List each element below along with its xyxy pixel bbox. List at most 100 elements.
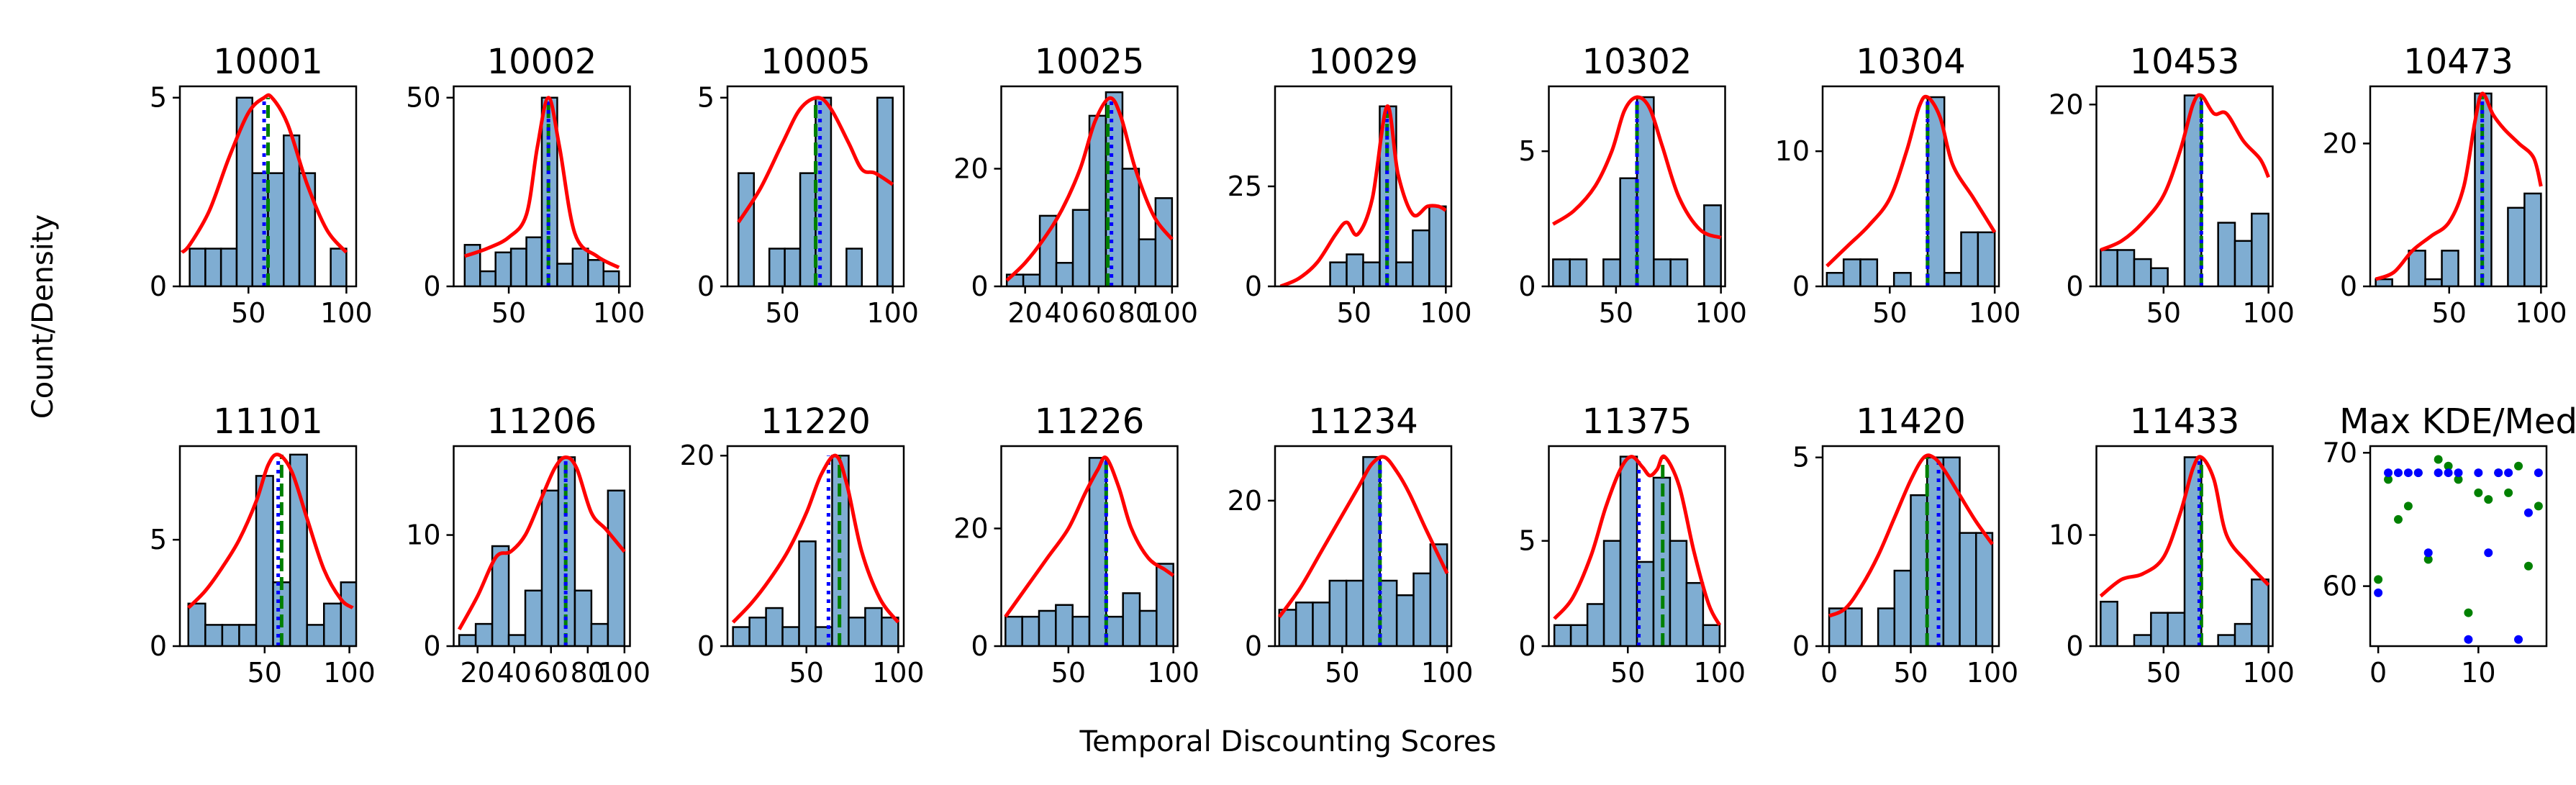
kde-curve <box>737 96 894 224</box>
kde-curve <box>1826 94 1997 268</box>
subplot-title: 10029 <box>1308 42 1418 82</box>
kde-curve <box>1553 454 1722 626</box>
histogram-bar <box>1346 253 1364 286</box>
y-tick-label: 0 <box>1245 271 1262 302</box>
histogram-bar <box>1395 594 1415 646</box>
plot-area <box>1279 104 1447 286</box>
histogram-bar <box>189 248 207 286</box>
scatter-point <box>2444 468 2453 478</box>
histogram-bar <box>204 248 222 286</box>
kde-curve <box>180 93 348 254</box>
histogram-bar <box>1703 204 1722 286</box>
y-tick-label: 5 <box>1518 135 1536 167</box>
plot-area <box>2099 455 2270 646</box>
y-tick-label: 20 <box>953 512 988 544</box>
histogram-bar <box>238 624 258 646</box>
histogram-bar <box>784 248 802 286</box>
axes-frame <box>1000 445 1179 648</box>
subplot-title: 10005 <box>761 42 871 82</box>
histogram-bar <box>1412 572 1432 646</box>
plot-area <box>2375 91 2543 286</box>
histogram-bar <box>187 602 207 646</box>
y-tick-label: 60 <box>2323 571 2357 602</box>
histogram-bar <box>2100 600 2118 646</box>
histogram-bar <box>1586 603 1605 646</box>
subplot-10002: 10002 50 100 0 50 <box>406 42 645 329</box>
histogram-bar <box>1602 258 1621 286</box>
histogram-bar <box>1669 258 1689 286</box>
subplot-title: 11375 <box>1582 401 1692 442</box>
y-tick-label: 0 <box>150 630 167 662</box>
histogram-bar <box>2133 258 2152 286</box>
subplot-title: 11433 <box>2130 401 2240 442</box>
histogram-bar <box>1294 602 1314 646</box>
y-tick-label: 0 <box>2066 271 2083 302</box>
histogram-bar <box>267 172 285 286</box>
subplot-title: 11420 <box>1856 401 1966 442</box>
histogram-bar <box>590 622 609 646</box>
figure-xlabel: Temporal Discounting Scores <box>1079 725 1497 758</box>
plot-area <box>737 96 894 286</box>
histogram-bar <box>306 624 325 646</box>
axes-frame <box>2095 445 2274 648</box>
histogram-bar <box>571 248 589 286</box>
histogram-bar <box>1038 214 1058 286</box>
histogram-bar <box>1892 271 1912 286</box>
histogram-bar <box>2523 192 2542 286</box>
axes-frame <box>2095 85 2274 288</box>
histogram-bar <box>1362 261 1381 286</box>
histogram-bar <box>815 96 833 286</box>
histogram-bar <box>474 622 494 646</box>
histogram-bar <box>864 607 883 646</box>
histogram-bar <box>2408 250 2426 286</box>
histogram-bar <box>2424 278 2443 286</box>
kde-curve <box>1551 95 1722 240</box>
plot-area <box>731 453 900 646</box>
scatter-point <box>2434 455 2443 464</box>
axes-frame <box>453 85 631 288</box>
histogram-bar <box>799 172 817 286</box>
y-tick-label: 25 <box>1228 171 1262 202</box>
plot-area <box>2374 455 2543 644</box>
x-tick-label: 100 <box>320 297 373 329</box>
x-tick-label: 50 <box>1872 297 1907 329</box>
kde-curve <box>2100 93 2270 252</box>
subplot-11433: 11433 50 100 0 10 <box>2049 401 2295 689</box>
histogram-bar <box>1328 579 1348 646</box>
x-tick-label: 50 <box>248 657 282 689</box>
x-tick-label: 40 <box>497 657 532 689</box>
histogram-bar <box>298 172 317 286</box>
histogram-bar <box>2251 212 2269 286</box>
y-tick-label: 0 <box>697 271 715 302</box>
y-tick-label: 0 <box>1518 630 1536 662</box>
histogram-bar <box>1685 581 1705 646</box>
subplot-10001: 10001 50 100 0 5 <box>150 42 373 329</box>
y-tick-label: 0 <box>1792 271 1810 302</box>
histogram-bar <box>2441 250 2459 286</box>
x-tick-label: 40 <box>1045 297 1079 329</box>
histogram-bar <box>2116 249 2136 286</box>
histogram-bar <box>587 259 604 286</box>
histogram-bar <box>1877 607 1896 646</box>
histogram-bar <box>1602 540 1622 646</box>
x-tick-label: 50 <box>1337 297 1371 329</box>
histogram-bar <box>507 634 527 646</box>
histogram-bar <box>1926 456 1945 646</box>
x-tick-label: 100 <box>1695 297 1747 329</box>
plot-area <box>1826 94 1997 286</box>
scatter-point <box>2534 502 2543 511</box>
x-tick-label: 100 <box>1147 657 1199 689</box>
axes-frame <box>1548 445 1726 648</box>
y-tick-label: 0 <box>2340 271 2357 302</box>
histogram-bar <box>1138 609 1158 646</box>
kde-curve <box>731 453 900 624</box>
histogram-bar <box>2375 278 2393 286</box>
figure-ylabel: Count/Density <box>27 214 60 419</box>
histogram-bar <box>509 248 527 286</box>
histogram-bar <box>1569 258 1588 286</box>
axes-frame <box>1000 85 1179 288</box>
scatter-point <box>2454 468 2463 478</box>
histogram-bar <box>2150 612 2169 646</box>
histogram-bar <box>1071 615 1091 646</box>
